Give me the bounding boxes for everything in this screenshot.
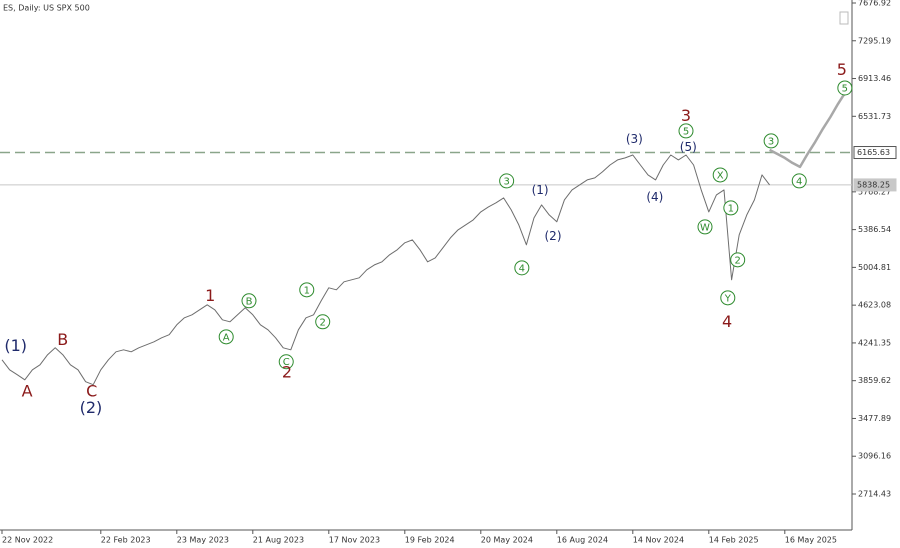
x-tick-label: 16 May 2025: [785, 536, 837, 545]
price-level-label: 5838.25: [857, 180, 890, 189]
wave-circle: [720, 290, 736, 306]
wave-label: 5: [837, 60, 847, 79]
wave-label: (5): [680, 140, 697, 154]
x-tick-label: 22 Nov 2022: [2, 536, 53, 545]
wave-circle: [837, 80, 853, 96]
wave-circle: [499, 173, 515, 189]
wave-label: 4: [519, 263, 525, 274]
wave-label: A: [22, 382, 33, 401]
wave-label: 2: [734, 255, 740, 266]
y-tick-label: 3859.62: [858, 376, 891, 385]
y-tick-label: 6531.73: [858, 112, 891, 121]
y-tick-label: 4623.08: [858, 301, 891, 310]
wave-label: B: [246, 296, 253, 307]
wave-label: (3): [626, 132, 643, 146]
x-tick-label: 14 Feb 2025: [709, 536, 759, 545]
y-tick-label: 5386.54: [858, 225, 891, 234]
price-line: [1, 154, 770, 386]
wave-circle: [763, 133, 779, 149]
wave-label: (4): [646, 190, 663, 204]
wave-label: Y: [724, 293, 732, 304]
wave-label: (1): [532, 183, 549, 197]
x-tick-label: 17 Nov 2023: [329, 536, 380, 545]
wave-circle: [723, 200, 739, 216]
wave-circle: [315, 314, 331, 330]
wave-label: 2: [320, 317, 326, 328]
chart-icon[interactable]: [839, 11, 849, 25]
wave-label: 4: [796, 176, 802, 187]
wave-label: 3: [503, 176, 509, 187]
wave-label: C: [86, 382, 97, 401]
wave-label: B: [57, 330, 68, 349]
y-tick-label: 7295.19: [858, 36, 891, 45]
wave-circle: [514, 260, 530, 276]
projection-line: [769, 91, 847, 169]
y-tick-label: 3477.89: [858, 414, 891, 423]
wave-label: C: [283, 357, 290, 368]
wave-circle: [730, 252, 746, 268]
wave-label: X: [717, 170, 724, 181]
wave-label: (1): [4, 336, 27, 355]
x-tick-label: 22 Feb 2023: [101, 536, 151, 545]
x-tick-label: 23 May 2023: [177, 536, 229, 545]
price-level-box: [853, 178, 897, 192]
price-level-box: [853, 146, 897, 160]
wave-circle: [791, 173, 807, 189]
wave-label: 1: [304, 285, 310, 296]
y-tick-label: 5768.27: [858, 187, 891, 196]
wave-circle: [278, 354, 294, 370]
wave-circle: [299, 282, 315, 298]
wave-label: 2: [282, 363, 292, 382]
y-tick-label: 7676.92: [858, 0, 891, 7]
wave-circle: [697, 219, 713, 235]
y-tick-label: 3096.16: [858, 452, 891, 461]
y-tick-label: 5004.81: [858, 263, 891, 272]
wave-label: 1: [728, 203, 734, 214]
wave-label: 5: [842, 83, 848, 94]
wave-circle: [218, 329, 234, 345]
wave-label: A: [223, 332, 230, 343]
y-tick-label: 4241.35: [858, 338, 891, 347]
wave-label: W: [700, 222, 710, 233]
chart-title: ES, Daily: US SPX 500: [3, 4, 90, 13]
y-tick-label: 6913.46: [858, 74, 891, 83]
x-tick-label: 19 Feb 2024: [405, 536, 455, 545]
x-tick-label: 14 Nov 2024: [633, 536, 684, 545]
wave-label: (2): [545, 229, 562, 243]
wave-circle: [712, 167, 728, 183]
wave-label: 3: [681, 106, 691, 125]
x-tick-label: 16 Aug 2024: [557, 536, 608, 545]
x-tick-label: 21 Aug 2023: [253, 536, 304, 545]
wave-label: 4: [722, 312, 732, 331]
wave-label: 3: [768, 136, 774, 147]
wave-label: 1: [205, 286, 215, 305]
wave-circle: [241, 293, 257, 309]
y-tick-label: 2714.43: [858, 489, 891, 498]
wave-circle: [678, 123, 694, 139]
wave-label: 5: [683, 126, 689, 137]
wave-label: (2): [80, 398, 103, 417]
price-level-label: 6165.63: [857, 148, 890, 157]
x-tick-label: 20 May 2024: [481, 536, 533, 545]
